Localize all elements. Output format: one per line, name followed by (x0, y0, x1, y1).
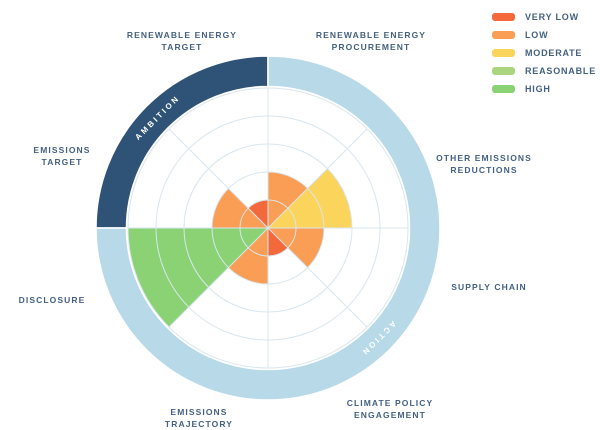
sector-label-climate-policy-engagement: CLIMATE POLICY ENGAGEMENT (346, 398, 434, 420)
legend-label: HIGH (525, 84, 551, 94)
sector-label-emissions-target: EMISSIONS TARGET (33, 145, 91, 167)
band-action (95, 55, 441, 401)
grid-spoke-7 (168, 128, 269, 229)
grid-spoke-1 (267, 128, 368, 229)
grid-spoke-3 (267, 227, 368, 328)
legend-item-reasonable: REASONABLE (492, 66, 596, 76)
moderate-swatch-icon (492, 49, 515, 57)
sector-wedge-climate-policy-engagement (268, 228, 288, 256)
sector-label-supply-chain: SUPPLY CHAIN (451, 282, 527, 292)
sector-label-emissions-trajectory: EMISSIONS TRAJECTORY (164, 407, 234, 429)
sector-wedge-emissions-target (212, 188, 268, 228)
sector-label-disclosure: DISCLOSURE (18, 295, 86, 305)
legend-label: LOW (525, 30, 549, 40)
grid-spoke-5 (168, 227, 269, 328)
low-swatch-icon (492, 31, 515, 39)
sector-wedge-renewable-energy-procurement (268, 172, 308, 228)
sector-wedge-other-emissions-reductions (268, 168, 352, 228)
legend-item-low: LOW (492, 30, 596, 40)
sector-label-renewable-energy-target: RENEWABLE ENERGY TARGET (126, 30, 238, 52)
legend: VERY LOW LOW MODERATE REASONABLE HIGH (492, 12, 596, 102)
sector-wedge-supply-chain (268, 228, 324, 268)
reasonable-swatch-icon (492, 67, 515, 75)
sector-label-renewable-energy-procurement: RENEWABLE ENERGY PROCUREMENT (315, 30, 427, 52)
sector-wedge-renewable-energy-target (248, 200, 268, 228)
legend-item-very-low: VERY LOW (492, 12, 596, 22)
sector-wedge-disclosure (128, 228, 268, 327)
sector-label-other-emissions-reductions: OTHER EMISSIONS REDUCTIONS (436, 153, 532, 175)
very-low-swatch-icon (492, 13, 515, 21)
high-swatch-icon (492, 85, 515, 93)
legend-label: REASONABLE (525, 66, 597, 76)
legend-item-moderate: MODERATE (492, 48, 596, 58)
legend-item-high: HIGH (492, 84, 596, 94)
legend-label: MODERATE (525, 48, 583, 58)
legend-label: VERY LOW (525, 12, 579, 22)
sector-wedge-emissions-trajectory (228, 228, 268, 284)
